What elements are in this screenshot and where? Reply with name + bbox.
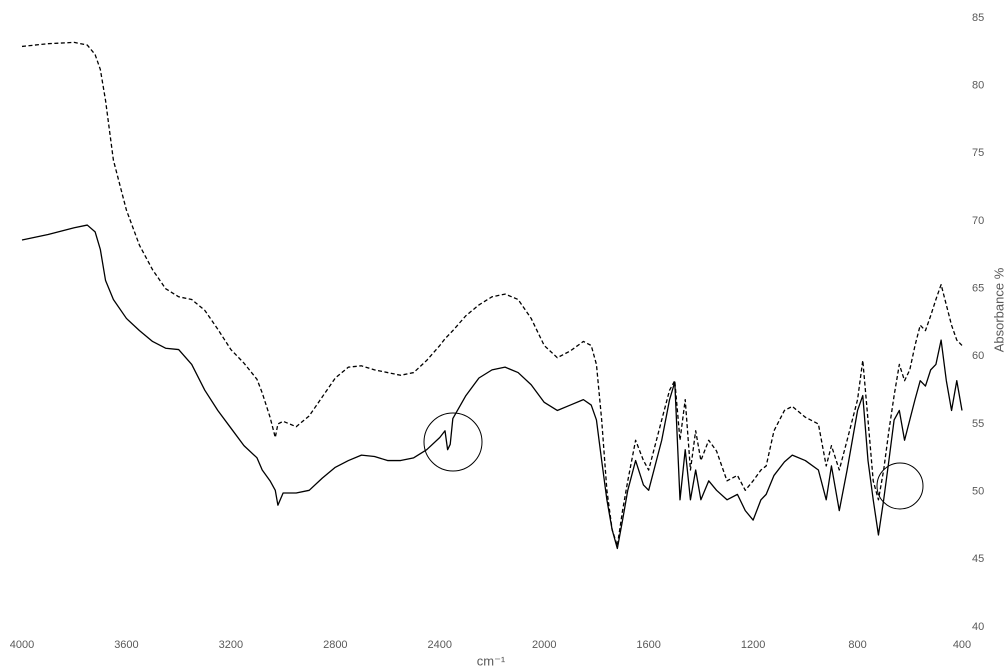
x-tick-label: 2400 (428, 639, 452, 651)
y-tick-label: 65 (972, 283, 984, 295)
x-tick-label: 3600 (114, 639, 138, 651)
x-tick-label: 2800 (323, 639, 347, 651)
x-tick-label: 4000 (10, 639, 34, 651)
y-tick-label: 50 (972, 486, 984, 498)
x-tick-label: 1600 (636, 639, 660, 651)
y-tick-label: 45 (972, 553, 984, 565)
x-tick-label: 800 (848, 639, 866, 651)
y-tick-label: 75 (972, 147, 984, 159)
data-line (21, 224, 963, 550)
y-tick-label: 55 (972, 418, 984, 430)
x-tick-label: 3200 (219, 639, 243, 651)
data-line (21, 41, 963, 547)
y-tick-label: 60 (972, 350, 984, 362)
y-tick-label: 80 (972, 80, 984, 92)
x-tick-label: 2000 (532, 639, 556, 651)
y-tick-label: 40 (972, 621, 984, 633)
y-tick-label: 85 (972, 12, 984, 24)
x-axis-label: cm⁻¹ (477, 653, 506, 668)
annotation-circle (423, 412, 483, 472)
y-axis-label: Absorbance % (991, 267, 1006, 352)
x-tick-label: 1200 (741, 639, 765, 651)
x-tick-label: 400 (953, 639, 971, 651)
y-tick-label: 70 (972, 215, 984, 227)
annotation-circle (876, 462, 924, 510)
